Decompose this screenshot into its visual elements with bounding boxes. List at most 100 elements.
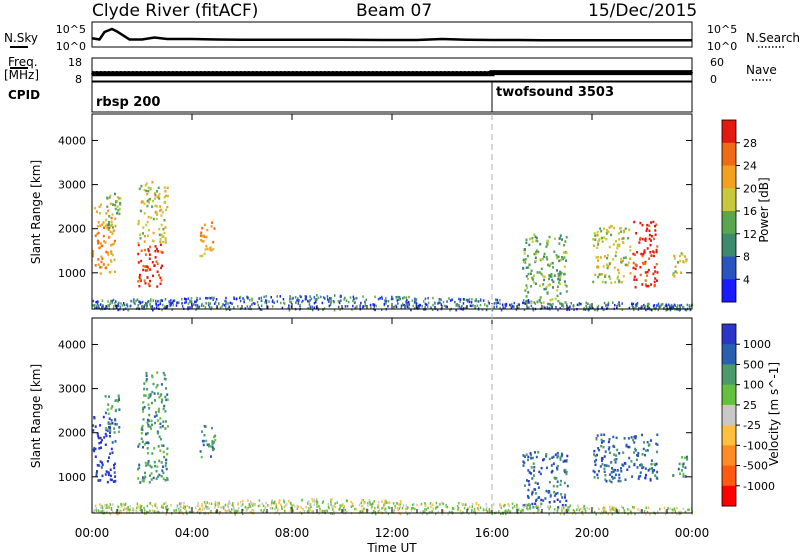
- scatter-cell: [93, 416, 96, 420]
- ground-scatter-cell: [229, 502, 231, 505]
- scatter-cell: [654, 229, 657, 232]
- scatter-cell: [206, 247, 209, 251]
- ground-scatter-cell: [663, 506, 666, 510]
- ground-scatter-cell: [360, 511, 363, 514]
- ground-scatter-cell: [100, 504, 103, 507]
- ground-scatter-cell: [308, 300, 310, 304]
- ground-scatter-cell: [338, 301, 341, 305]
- scatter-cell: [113, 463, 115, 467]
- ground-scatter-cell: [345, 499, 348, 502]
- ground-scatter-cell: [219, 306, 222, 309]
- scatter-cell: [157, 475, 159, 478]
- scatter-cell: [118, 212, 121, 216]
- scatter-cell: [522, 504, 525, 507]
- scatter-cell: [646, 223, 649, 227]
- scatter-cell: [156, 190, 158, 193]
- ground-scatter-cell: [369, 500, 371, 503]
- scatter-cell: [611, 467, 613, 470]
- scatter-cell: [163, 201, 166, 204]
- scatter-cell: [154, 193, 157, 197]
- ytick-label: 4000: [58, 134, 86, 147]
- ground-scatter-cell: [213, 296, 215, 300]
- ground-scatter-cell: [342, 509, 345, 513]
- scatter-cell: [153, 460, 156, 464]
- ground-scatter-cell: [116, 508, 119, 512]
- scatter-cell: [155, 469, 158, 473]
- ground-scatter-cell: [455, 308, 457, 312]
- freq-unit-label: [MHz]: [4, 68, 39, 82]
- ground-scatter-cell: [243, 298, 245, 302]
- ground-scatter-cell: [524, 302, 526, 305]
- scatter-cell: [110, 478, 113, 482]
- ground-scatter-cell: [253, 503, 256, 507]
- scatter-cell: [608, 479, 611, 482]
- scatter-cell: [614, 254, 617, 258]
- ground-scatter-cell: [554, 508, 556, 511]
- scatter-cell: [159, 449, 162, 452]
- scatter-cell: [618, 452, 621, 455]
- ground-scatter-cell: [341, 504, 343, 507]
- scatter-cell: [201, 239, 204, 243]
- scatter-cell: [563, 470, 566, 474]
- ground-scatter-cell: [645, 308, 647, 312]
- scatter-cell: [160, 461, 163, 464]
- ground-scatter-cell: [476, 299, 478, 303]
- ground-scatter-cell: [328, 304, 331, 308]
- scatter-cell: [679, 259, 682, 263]
- ground-scatter-cell: [682, 305, 685, 309]
- ground-scatter-cell: [249, 500, 252, 503]
- scatter-cell: [538, 496, 541, 499]
- scatter-cell: [596, 246, 599, 249]
- scatter-cell: [210, 426, 213, 430]
- scatter-cell: [531, 276, 534, 279]
- ground-scatter-cell: [556, 509, 559, 513]
- ground-scatter-cell: [446, 305, 448, 309]
- ground-scatter-cell: [313, 306, 316, 309]
- ground-scatter-cell: [377, 297, 380, 301]
- scatter-cell: [92, 250, 95, 253]
- ground-scatter-cell: [478, 508, 480, 512]
- ground-scatter-cell: [490, 510, 492, 513]
- scatter-cell: [105, 427, 107, 430]
- scatter-cell: [155, 414, 158, 417]
- scatter-cell: [97, 434, 100, 438]
- scatter-cell: [540, 267, 543, 271]
- scatter-cell: [641, 453, 644, 456]
- scatter-cell: [147, 249, 150, 253]
- scatter-cell: [159, 422, 162, 425]
- scatter-cell: [151, 423, 153, 427]
- scatter-cell: [677, 261, 679, 264]
- scatter-cell: [634, 435, 637, 438]
- ground-scatter-cell: [467, 507, 469, 511]
- ground-scatter-cell: [607, 512, 609, 516]
- ground-scatter-cell: [577, 506, 580, 509]
- ground-scatter-cell: [380, 295, 383, 299]
- ground-scatter-cell: [645, 506, 647, 509]
- ground-scatter-cell: [355, 507, 357, 511]
- ground-scatter-cell: [377, 505, 379, 509]
- ground-scatter-cell: [395, 305, 398, 309]
- ground-scatter-cell: [195, 308, 197, 311]
- scatter-cell: [155, 260, 158, 263]
- ground-scatter-cell: [104, 503, 106, 507]
- scatter-cell: [603, 470, 606, 473]
- ground-scatter-cell: [431, 308, 434, 312]
- xtick-label: 00:00: [675, 526, 710, 540]
- ground-scatter-cell: [427, 506, 429, 510]
- ground-scatter-cell: [647, 506, 650, 510]
- ground-scatter-cell: [143, 305, 145, 308]
- ground-scatter-cell: [169, 304, 171, 308]
- scatter-cell: [603, 433, 606, 436]
- scatter-cell: [207, 444, 210, 448]
- scatter-cell: [656, 443, 659, 446]
- ground-scatter-cell: [265, 295, 267, 298]
- scatter-cell: [656, 450, 658, 454]
- ground-scatter-cell: [170, 303, 172, 307]
- scatter-cell: [597, 243, 600, 246]
- scatter-cell: [111, 451, 114, 454]
- ground-scatter-cell: [387, 506, 390, 509]
- ground-scatter-cell: [570, 302, 572, 305]
- ground-scatter-cell: [181, 302, 183, 305]
- scatter-cell: [104, 411, 107, 415]
- scatter-cell: [118, 430, 120, 434]
